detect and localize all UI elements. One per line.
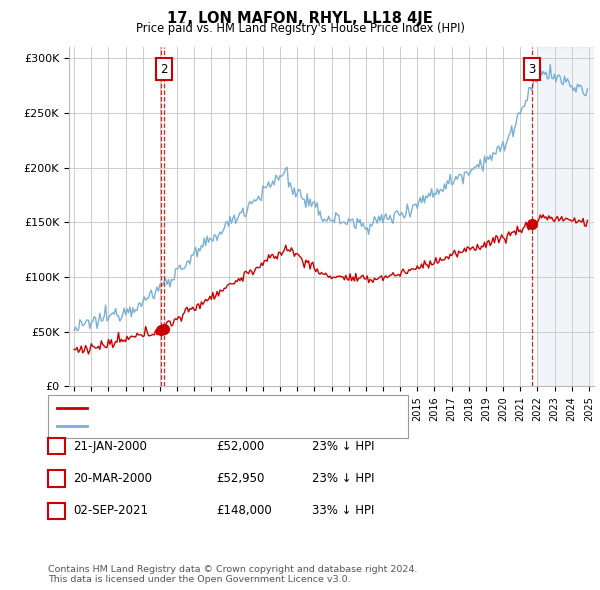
Text: 1: 1 xyxy=(53,440,60,453)
Text: 17, LON MAFON, RHYL, LL18 4JE (detached house): 17, LON MAFON, RHYL, LL18 4JE (detached … xyxy=(91,403,367,413)
Text: £148,000: £148,000 xyxy=(216,504,272,517)
Text: 3: 3 xyxy=(528,63,535,76)
Text: 21-JAN-2000: 21-JAN-2000 xyxy=(73,440,147,453)
Text: 17, LON MAFON, RHYL, LL18 4JE: 17, LON MAFON, RHYL, LL18 4JE xyxy=(167,11,433,25)
Text: £52,000: £52,000 xyxy=(216,440,264,453)
Text: 2: 2 xyxy=(160,63,167,76)
Text: 23% ↓ HPI: 23% ↓ HPI xyxy=(312,440,374,453)
Text: Contains HM Land Registry data © Crown copyright and database right 2024.: Contains HM Land Registry data © Crown c… xyxy=(48,565,418,574)
Text: 33% ↓ HPI: 33% ↓ HPI xyxy=(312,504,374,517)
Bar xyxy=(538,47,598,386)
Text: 2: 2 xyxy=(53,472,60,485)
Text: Price paid vs. HM Land Registry's House Price Index (HPI): Price paid vs. HM Land Registry's House … xyxy=(136,22,464,35)
Text: 23% ↓ HPI: 23% ↓ HPI xyxy=(312,472,374,485)
Text: £52,950: £52,950 xyxy=(216,472,265,485)
Text: 3: 3 xyxy=(53,504,60,517)
Text: This data is licensed under the Open Government Licence v3.0.: This data is licensed under the Open Gov… xyxy=(48,575,350,584)
Text: 02-SEP-2021: 02-SEP-2021 xyxy=(73,504,148,517)
Text: 20-MAR-2000: 20-MAR-2000 xyxy=(73,472,152,485)
Text: HPI: Average price, detached house, Denbighshire: HPI: Average price, detached house, Denb… xyxy=(91,421,366,431)
